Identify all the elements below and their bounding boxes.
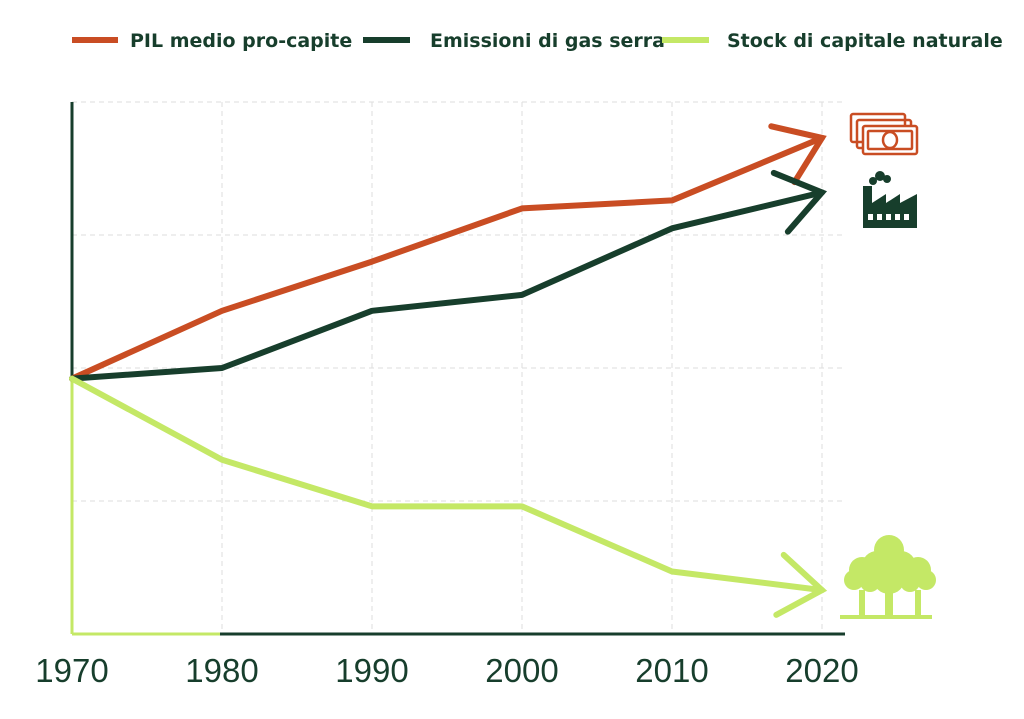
x-tick-label: 2010 xyxy=(635,652,708,689)
series-line-gdp xyxy=(69,134,825,382)
legend-label-natural-capital: Stock di capitale naturale xyxy=(727,30,1003,52)
x-tick-label: 1970 xyxy=(35,652,108,689)
legend-item-gdp: PIL medio pro-capite xyxy=(72,30,352,52)
factory-icon xyxy=(863,171,917,228)
trees-icon xyxy=(840,535,936,619)
series-arrowhead-emissions xyxy=(770,169,828,235)
series-line-emissions xyxy=(69,189,825,382)
legend-label-emissions: Emissioni di gas serra xyxy=(430,30,665,52)
series-line-natural_capital xyxy=(69,375,825,594)
legend-label-gdp: PIL medio pro-capite xyxy=(130,30,352,52)
x-tick-labels: 1970 1980 1990 2000 2010 2020 xyxy=(35,652,858,689)
legend-item-emissions: Emissioni di gas serra xyxy=(363,30,665,52)
x-tick-label: 2020 xyxy=(785,652,858,689)
x-tick-label: 1990 xyxy=(335,652,408,689)
x-tick-label: 1980 xyxy=(185,652,258,689)
series-lines xyxy=(69,123,828,618)
legend: PIL medio pro-capite Emissioni di gas se… xyxy=(72,30,1003,52)
money-bills-icon xyxy=(849,112,919,156)
legend-item-natural-capital: Stock di capitale naturale xyxy=(662,30,1003,52)
series-arrowhead-natural_capital xyxy=(773,551,828,618)
x-tick-label: 2000 xyxy=(485,652,558,689)
series-arrowhead-gdp xyxy=(768,123,827,186)
axes xyxy=(70,102,845,636)
